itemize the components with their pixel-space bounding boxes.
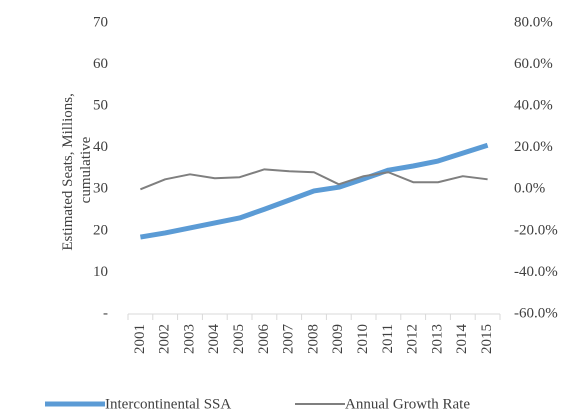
x-tick-label: 2003: [181, 324, 197, 354]
y2-tick-label: 80.0%: [514, 14, 553, 30]
x-tick-label: 2012: [405, 324, 421, 354]
legend-label: Intercontinental SSA: [105, 396, 231, 412]
y2-tick-label: 60.0%: [514, 56, 553, 72]
x-tick-label: 2009: [330, 324, 346, 354]
y2-tick-label: -20.0%: [514, 222, 558, 238]
x-tick-label: 2015: [479, 324, 495, 354]
y2-tick-label: -60.0%: [514, 305, 558, 321]
x-tick-label: 2002: [157, 324, 173, 354]
y-tick-label: 30: [93, 181, 108, 197]
y-tick-label: 40: [93, 139, 108, 155]
y-axis-title-line: Estimated Seats, Millions,: [60, 93, 76, 251]
x-tick-label: 2004: [206, 324, 222, 355]
y-tick-label: 70: [93, 14, 108, 30]
series-line: [139, 142, 489, 240]
y2-tick-label: 0.0%: [514, 181, 545, 197]
x-tick-label: 2006: [256, 324, 272, 355]
y-tick-label: 50: [93, 98, 108, 114]
series-line: [140, 168, 488, 191]
x-tick-label: 2013: [429, 324, 445, 354]
y-axis-title: Estimated Seats, Millions, cumulative: [60, 89, 94, 250]
x-tick-label: 2014: [454, 324, 470, 355]
y-tick-label: 20: [93, 222, 108, 238]
x-tick-label: 2005: [231, 324, 247, 354]
x-tick-label: 2008: [305, 324, 321, 354]
y-axis-title-line: cumulative: [78, 136, 94, 203]
y2-tick-label: 20.0%: [514, 139, 553, 155]
legend-label: Annual Growth Rate: [345, 396, 470, 412]
y2-tick-label: 40.0%: [514, 98, 553, 114]
y-tick-label: 60: [93, 56, 108, 72]
y-tick-label: 10: [93, 264, 108, 280]
x-tick-label: 2010: [355, 324, 371, 354]
y2-tick-label: -40.0%: [514, 264, 558, 280]
x-tick-label: 2007: [281, 324, 297, 355]
x-tick-label: 2011: [380, 324, 396, 353]
y-tick-label: -: [103, 305, 108, 321]
x-tick-label: 2001: [132, 324, 148, 354]
